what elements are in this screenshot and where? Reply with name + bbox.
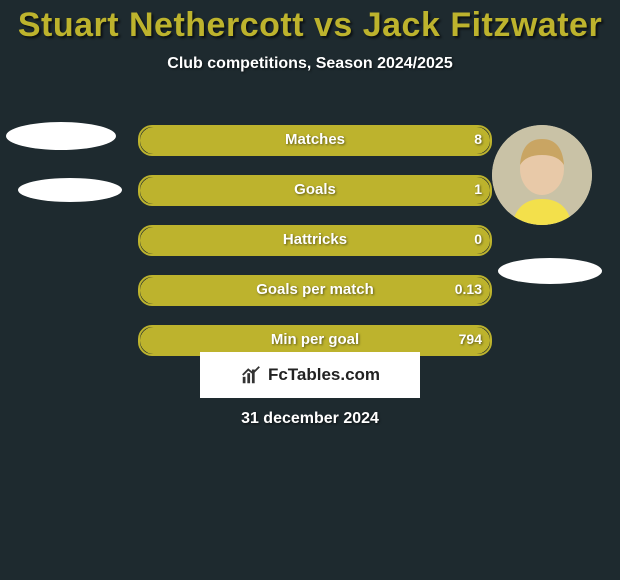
bar-value-right: 0.13 — [455, 281, 482, 297]
stat-bar-row: Hattricks0 — [138, 225, 492, 256]
stat-bar-row: Goals per match0.13 — [138, 275, 492, 306]
bar-label: Min per goal — [140, 331, 490, 348]
subtitle: Club competitions, Season 2024/2025 — [0, 55, 620, 73]
bar-label: Goals per match — [140, 281, 490, 298]
avatar-icon — [492, 125, 592, 225]
page-title: Stuart Nethercott vs Jack Fitzwater — [0, 0, 620, 45]
placeholder-ellipse — [18, 178, 122, 202]
stat-bar-row: Matches8 — [138, 125, 492, 156]
player-avatar-right — [492, 125, 592, 225]
logo-text: FcTables.com — [268, 365, 380, 385]
bar-label: Matches — [140, 131, 490, 148]
chart-icon — [240, 364, 262, 386]
bar-label: Goals — [140, 181, 490, 198]
bar-label: Hattricks — [140, 231, 490, 248]
placeholder-ellipse — [498, 258, 602, 284]
date-label: 31 december 2024 — [0, 410, 620, 428]
comparison-card: Stuart Nethercott vs Jack Fitzwater Club… — [0, 0, 620, 580]
bar-value-right: 1 — [474, 181, 482, 197]
source-logo: FcTables.com — [200, 352, 420, 398]
bar-value-right: 0 — [474, 231, 482, 247]
stat-bars: Matches8Goals1Hattricks0Goals per match0… — [138, 125, 492, 375]
stat-bar-row: Goals1 — [138, 175, 492, 206]
placeholder-ellipse — [6, 122, 116, 150]
bar-value-right: 794 — [459, 331, 482, 347]
bar-value-right: 8 — [474, 131, 482, 147]
